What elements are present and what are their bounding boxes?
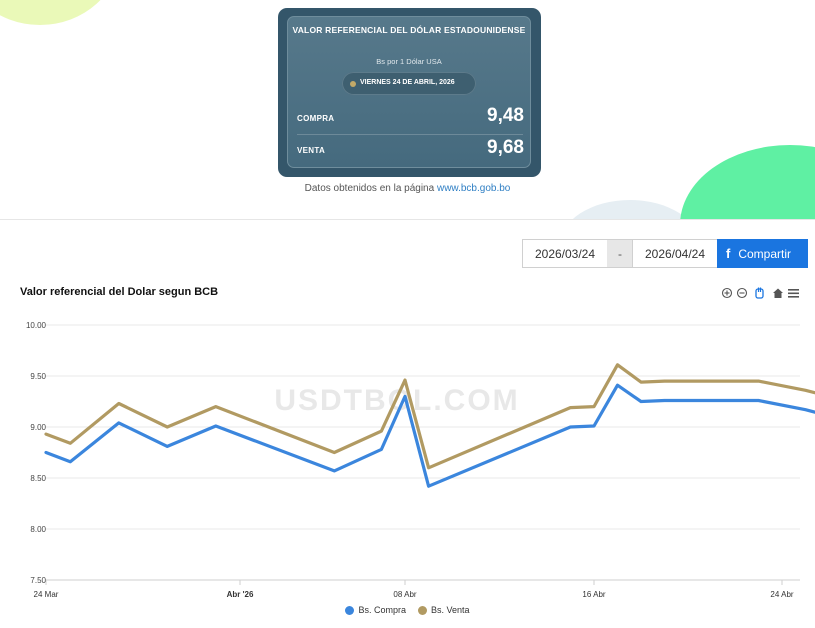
legend-dot-icon (345, 605, 355, 615)
facebook-icon: f (726, 246, 731, 261)
y-tick-label: 8.50 (30, 474, 46, 483)
legend-dot-icon (417, 605, 427, 615)
venta-label: VENTA (297, 146, 326, 155)
x-tick-label: 24 Mar (34, 590, 59, 599)
date-dot-icon (350, 81, 356, 87)
x-tick-label: Abr '26 (227, 590, 254, 599)
chart-toolbar (721, 287, 799, 299)
menu-icon[interactable] (788, 289, 799, 298)
row-divider (297, 134, 523, 135)
y-tick-label: 8.00 (30, 525, 46, 534)
rate-card-title: VALOR REFERENCIAL DEL DÓLAR ESTADOUNIDEN… (292, 25, 526, 35)
chart-title: Valor referencial del Dolar segun BCB (20, 286, 219, 298)
share-label: Compartir (738, 246, 792, 261)
rate-card: VALOR REFERENCIAL DEL DÓLAR ESTADOUNIDEN… (278, 8, 541, 177)
home-icon[interactable] (773, 288, 783, 299)
series-line-compra[interactable] (44, 378, 815, 488)
date-pill: VIERNES 24 DE ABRIL, 2026 (342, 72, 476, 95)
decorative-blob (560, 200, 700, 220)
series-line-venta[interactable] (44, 358, 815, 470)
share-button[interactable]: f Compartir (717, 239, 808, 268)
compra-value: 9,48 (487, 105, 524, 126)
legend-label-venta: Bs. Venta (430, 605, 470, 615)
x-tick-label: 16 Abr (582, 590, 605, 599)
source-note: Datos obtenidos en la página www.bcb.gob… (0, 183, 815, 194)
pan-hand-icon[interactable] (755, 287, 764, 299)
y-tick-label: 10.00 (26, 321, 47, 330)
compra-label: COMPRA (297, 114, 335, 123)
chart-legend: Bs. Compra Bs. Venta (0, 605, 815, 615)
zoom-in-icon[interactable] (721, 287, 733, 299)
date-from-input[interactable]: 2026/03/24 (522, 239, 608, 268)
y-tick-label: 7.50 (30, 576, 46, 585)
date-text: VIERNES 24 DE ABRIL, 2026 (360, 79, 455, 86)
x-tick-label: 08 Abr (393, 590, 416, 599)
y-tick-label: 9.00 (30, 423, 46, 432)
x-tick-label: 24 Abr (770, 590, 793, 599)
date-to-input[interactable]: 2026/04/24 (632, 239, 718, 268)
decorative-blob (0, 0, 120, 25)
zoom-out-icon[interactable] (736, 287, 748, 299)
section-divider (0, 219, 815, 220)
venta-value: 9,68 (487, 137, 524, 158)
header-area (0, 0, 815, 220)
legend-label-compra: Bs. Compra (358, 605, 406, 615)
rate-card-subtitle: Bs por 1 Dólar USA (376, 57, 442, 66)
rate-card-inner: VALOR REFERENCIAL DEL DÓLAR ESTADOUNIDEN… (287, 16, 531, 168)
legend-item-venta[interactable]: Bs. Venta (417, 605, 470, 615)
source-text: Datos obtenidos en la página (304, 183, 435, 194)
source-link[interactable]: www.bcb.gob.bo (436, 183, 511, 194)
y-tick-label: 9.50 (30, 372, 46, 381)
legend-item-compra[interactable]: Bs. Compra (345, 605, 406, 615)
date-separator: - (607, 239, 633, 268)
